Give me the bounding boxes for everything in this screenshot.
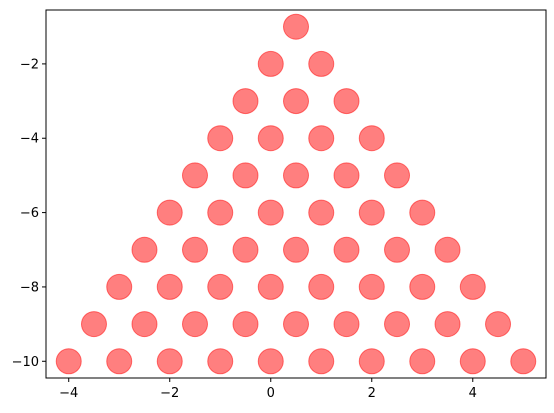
data-point-43 [434, 311, 461, 338]
data-point-40 [283, 311, 309, 338]
data-point-42 [384, 311, 411, 338]
y-tick-label-1: −4 [20, 132, 39, 147]
data-point-17 [257, 199, 284, 226]
data-point-53 [459, 348, 486, 375]
data-point-21 [131, 236, 158, 263]
data-point-51 [358, 348, 385, 375]
data-point-29 [156, 273, 183, 300]
data-point-5 [333, 88, 360, 115]
x-tick-label-3: 2 [368, 386, 376, 401]
x-tick-label-4: 4 [469, 386, 477, 401]
data-point-2 [308, 50, 335, 77]
data-point-27 [434, 236, 461, 263]
data-point-44 [485, 311, 512, 338]
data-point-38 [181, 311, 208, 338]
data-point-19 [358, 199, 385, 226]
data-point-9 [358, 125, 385, 152]
data-point-32 [308, 273, 335, 300]
data-point-16 [207, 199, 234, 226]
data-point-36 [80, 311, 107, 338]
data-point-7 [257, 125, 284, 152]
y-tick-label-0: −2 [20, 57, 39, 72]
data-point-3 [232, 88, 259, 115]
data-point-15 [156, 199, 183, 226]
data-point-26 [384, 236, 411, 263]
data-point-54 [510, 348, 537, 375]
data-point-11 [232, 162, 259, 189]
data-point-33 [358, 273, 385, 300]
data-point-30 [207, 273, 234, 300]
data-point-6 [207, 125, 234, 152]
data-point-13 [333, 162, 360, 189]
data-point-37 [131, 311, 158, 338]
data-point-39 [232, 311, 259, 338]
data-point-22 [181, 236, 208, 263]
data-point-48 [207, 348, 234, 375]
data-point-20 [409, 199, 436, 226]
data-point-35 [459, 273, 486, 300]
x-tick-label-2: 0 [267, 386, 275, 401]
data-point-23 [232, 236, 259, 263]
data-point-52 [409, 348, 436, 375]
points-layer [55, 13, 537, 375]
data-point-45 [55, 348, 82, 375]
data-point-41 [333, 311, 360, 338]
data-point-4 [283, 88, 309, 115]
y-tick-label-4: −10 [12, 355, 39, 370]
data-point-8 [308, 125, 335, 152]
data-point-25 [333, 236, 360, 263]
data-point-31 [257, 273, 284, 300]
data-point-24 [283, 236, 309, 263]
x-tick-label-1: −2 [160, 386, 179, 401]
plot-frame [45, 9, 547, 379]
y-tick-label-2: −6 [20, 206, 39, 221]
data-point-12 [283, 162, 309, 189]
data-point-18 [308, 199, 335, 226]
data-point-14 [384, 162, 411, 189]
data-point-1 [257, 50, 284, 77]
data-point-49 [257, 348, 284, 375]
y-tick-label-3: −8 [20, 280, 39, 295]
data-point-0 [283, 13, 309, 40]
data-point-10 [181, 162, 208, 189]
data-point-28 [106, 273, 133, 300]
data-point-47 [156, 348, 183, 375]
data-point-46 [106, 348, 133, 375]
x-tick-label-0: −4 [59, 386, 78, 401]
axes-layer: −4 −2 0 2 4 −2 −4 −6 −8 −10 [12, 9, 547, 401]
data-point-50 [308, 348, 335, 375]
data-point-34 [409, 273, 436, 300]
